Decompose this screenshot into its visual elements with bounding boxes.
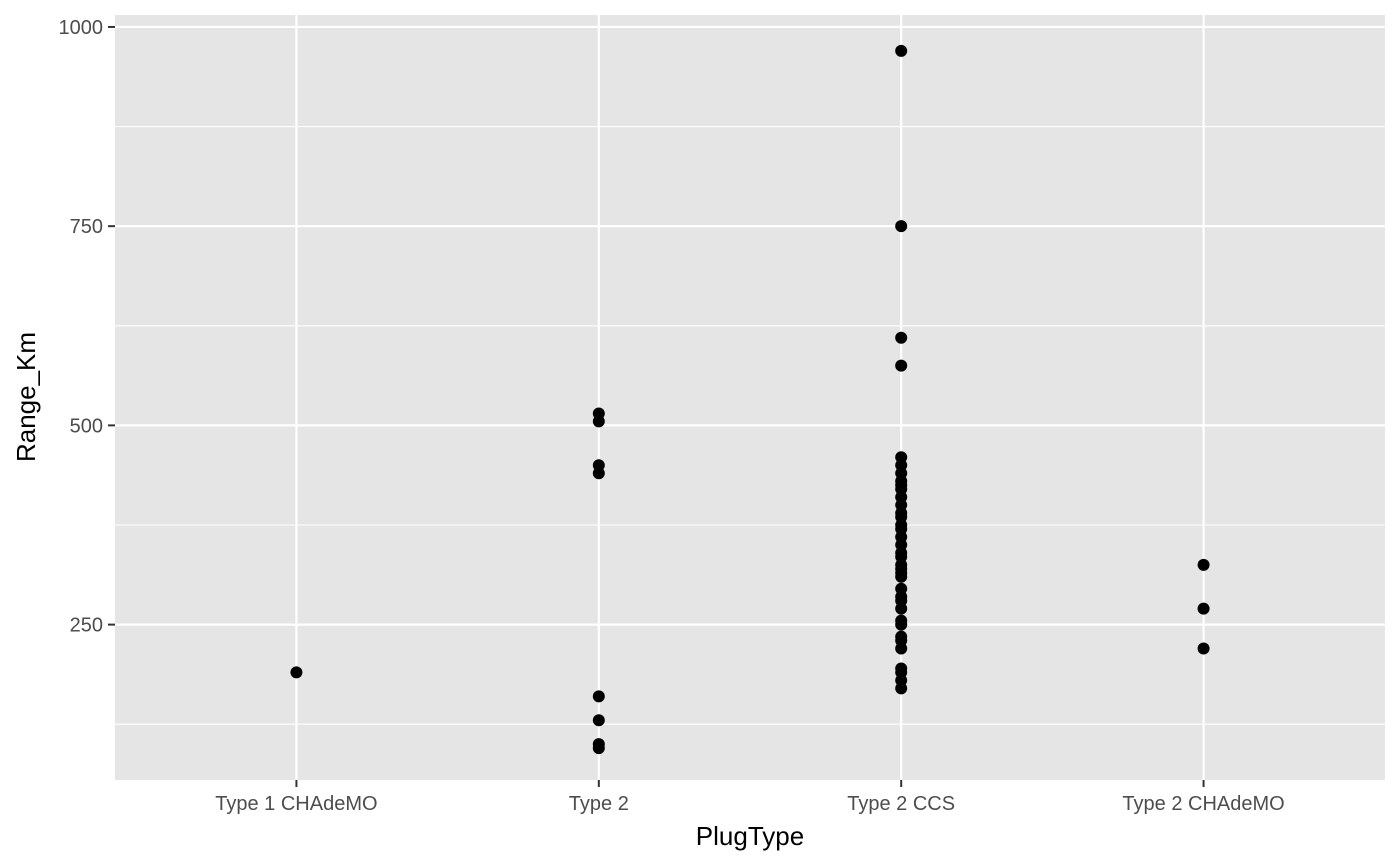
data-point: [895, 602, 908, 615]
data-point: [895, 359, 908, 372]
x-axis-title: PlugType: [696, 821, 804, 851]
y-tick-label: 500: [70, 415, 103, 437]
x-tick-label: Type 2: [569, 793, 629, 815]
x-tick-label: Type 2 CHAdeMO: [1122, 793, 1284, 815]
data-point: [592, 415, 605, 428]
data-point: [592, 714, 605, 727]
data-point: [290, 666, 303, 679]
data-point: [895, 570, 908, 583]
plot-panel: [115, 15, 1385, 780]
axis-ticks: 250 500 750 1000 Type 1 CHAdeMO Type 2 Type 2 …: [59, 17, 1285, 815]
y-tick-label: 250: [70, 615, 103, 637]
data-point: [895, 220, 908, 233]
minor-gridlines: [115, 126, 1385, 725]
major-gridlines: [115, 15, 1385, 780]
y-tick-label: 750: [70, 216, 103, 238]
data-point: [1197, 558, 1210, 571]
x-tick-label: Type 1 CHAdeMO: [215, 793, 377, 815]
data-points: [290, 44, 1210, 755]
data-point: [592, 742, 605, 755]
data-point: [895, 682, 908, 695]
data-point: [895, 331, 908, 344]
y-axis-title: Range_Km: [11, 332, 41, 462]
y-tick-label: 1000: [59, 17, 104, 39]
data-point: [895, 642, 908, 655]
data-point: [895, 44, 908, 57]
data-point: [592, 690, 605, 703]
data-point: [895, 618, 908, 631]
x-tick-label: Type 2 CCS: [847, 793, 955, 815]
data-point: [1197, 602, 1210, 615]
data-point: [592, 467, 605, 480]
data-point: [1197, 642, 1210, 655]
